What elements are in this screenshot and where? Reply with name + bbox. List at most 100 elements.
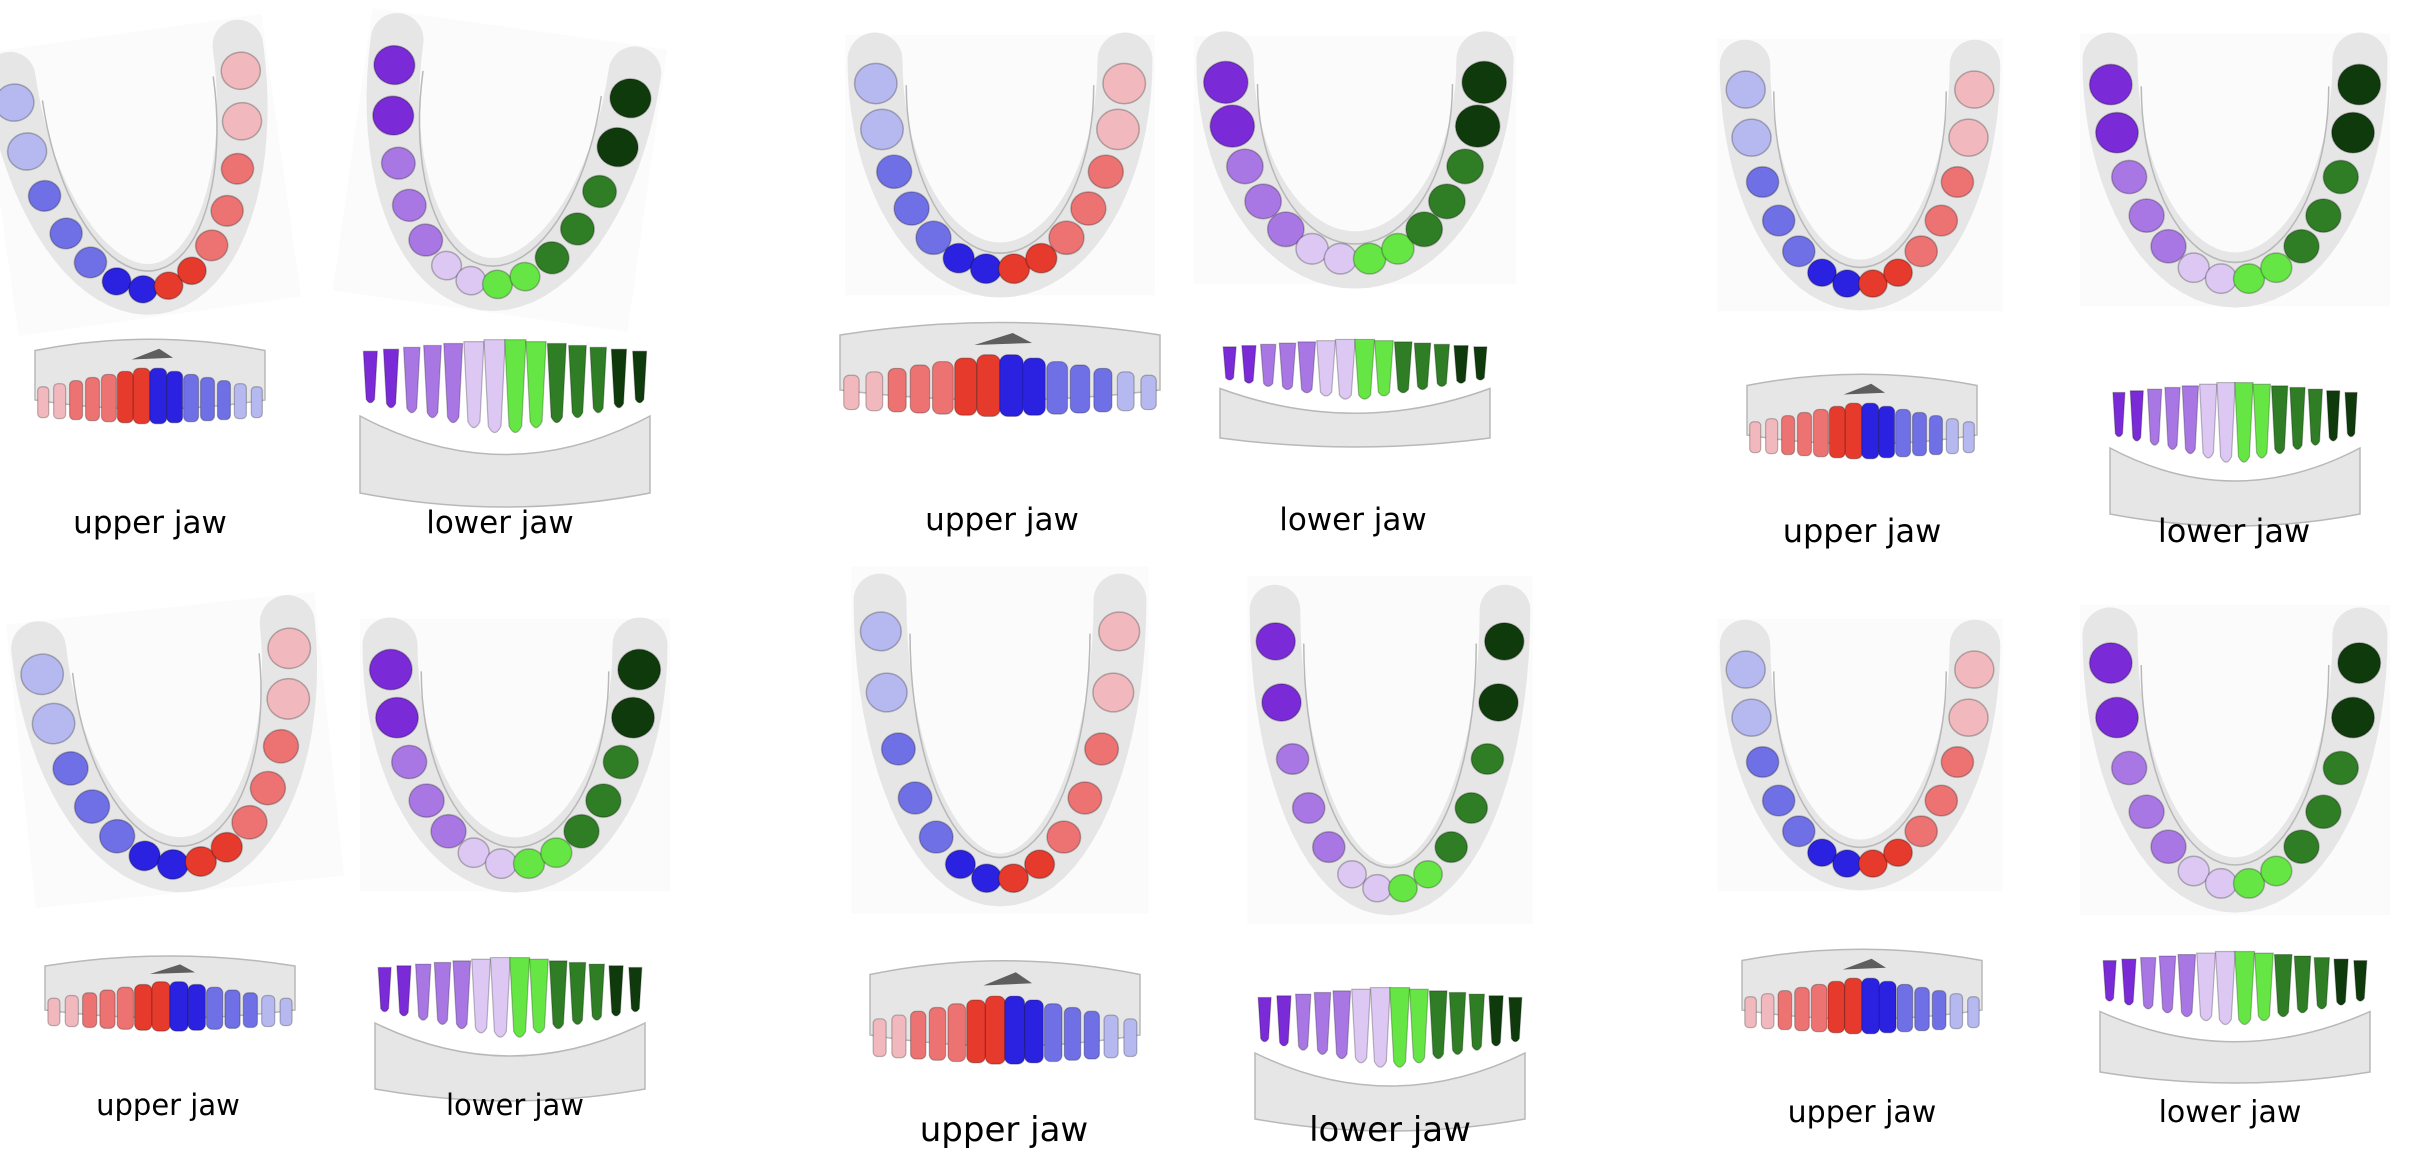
panel-1-upper-caption: upper jaw: [73, 505, 227, 541]
tooth: [457, 837, 490, 869]
panel-1-lower-occlusal: [332, 8, 668, 332]
tooth: [2150, 228, 2187, 264]
tooth: [27, 179, 62, 212]
panel-3-lower-frontal: [2109, 381, 2361, 527]
tooth: [414, 963, 432, 1021]
tooth: [396, 965, 412, 1017]
tooth: [1096, 108, 1140, 151]
tooth: [1428, 990, 1448, 1060]
tooth: [1453, 345, 1469, 384]
tooth: [588, 963, 606, 1021]
tooth: [966, 999, 987, 1064]
tooth: [1777, 989, 1793, 1031]
tooth: [2128, 198, 2165, 233]
tooth: [1924, 204, 1959, 237]
tooth: [1731, 698, 1772, 738]
tooth: [1102, 62, 1147, 105]
tooth: [1023, 999, 1044, 1064]
tooth: [1209, 104, 1256, 148]
tooth: [1022, 357, 1046, 416]
tooth: [1448, 991, 1467, 1056]
tooth: [1225, 148, 1264, 185]
tooth: [49, 217, 83, 250]
tooth: [242, 992, 259, 1029]
tooth: [1954, 70, 1995, 109]
tooth: [1092, 672, 1135, 713]
tooth: [210, 194, 244, 227]
tooth: [52, 751, 89, 786]
panel-5-upper-frontal: [869, 960, 1141, 1065]
tooth: [887, 367, 907, 413]
tooth: [1316, 340, 1337, 397]
panel-2-lower-caption: lower jaw: [1279, 502, 1427, 538]
tooth: [2102, 959, 2117, 1002]
tooth: [2331, 696, 2375, 739]
tooth: [1405, 211, 1444, 248]
tooth: [133, 983, 153, 1031]
tooth: [153, 271, 184, 301]
tooth: [216, 379, 232, 421]
tooth: [860, 108, 904, 151]
tooth: [210, 831, 243, 863]
tooth: [2139, 956, 2157, 1010]
tooth: [443, 342, 464, 424]
tooth: [2095, 111, 2139, 154]
tooth: [617, 648, 662, 691]
tooth: [471, 958, 492, 1034]
tooth: [1083, 1010, 1101, 1060]
tooth: [166, 370, 184, 424]
panel-4-upper-frontal: [44, 955, 296, 1032]
tooth: [2128, 794, 2165, 830]
tooth: [84, 376, 101, 422]
tooth: [1222, 346, 1237, 381]
tooth: [891, 1014, 907, 1059]
tooth: [184, 846, 218, 877]
tooth: [1896, 983, 1914, 1033]
tooth: [402, 346, 421, 414]
tooth: [2110, 750, 2148, 786]
tooth: [1780, 414, 1796, 456]
tooth: [1278, 342, 1297, 391]
panel-4-upper-occlusal: [5, 591, 345, 909]
tooth: [2088, 63, 2133, 106]
tooth: [918, 820, 954, 854]
tooth: [1861, 977, 1880, 1035]
tooth: [261, 994, 276, 1028]
tooth: [279, 997, 293, 1027]
tooth: [2260, 252, 2293, 284]
tooth: [1393, 341, 1413, 394]
tooth: [909, 364, 931, 414]
tooth: [452, 960, 472, 1030]
tooth: [1806, 838, 1838, 867]
tooth: [362, 350, 378, 404]
tooth: [582, 174, 618, 209]
tooth: [169, 981, 189, 1032]
tooth: [2234, 950, 2256, 1026]
tooth: [1259, 343, 1277, 387]
tooth: [484, 848, 518, 880]
tooth: [2216, 381, 2236, 463]
tooth: [2283, 829, 2320, 865]
tooth: [1882, 258, 1914, 287]
tooth: [81, 992, 98, 1029]
tooth: [375, 696, 419, 739]
tooth: [1332, 990, 1352, 1060]
tooth: [266, 677, 311, 720]
tooth: [609, 78, 652, 119]
tooth: [999, 354, 1024, 418]
tooth: [1087, 154, 1125, 190]
tooth: [509, 261, 541, 292]
tooth: [1389, 986, 1411, 1068]
tooth: [559, 212, 595, 246]
tooth: [382, 348, 400, 409]
tooth: [1765, 418, 1779, 455]
tooth: [1413, 342, 1432, 391]
panel-5-upper-caption: upper jaw: [919, 1110, 1089, 1150]
tooth: [262, 728, 300, 764]
tooth: [1967, 996, 1980, 1029]
tooth: [483, 339, 506, 434]
tooth: [1508, 996, 1523, 1043]
tooth: [2252, 383, 2272, 459]
tooth: [589, 346, 608, 414]
tooth: [1276, 995, 1292, 1047]
